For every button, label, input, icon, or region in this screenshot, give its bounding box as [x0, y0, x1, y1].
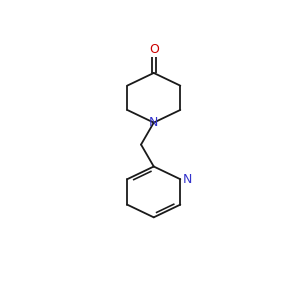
Text: N: N	[183, 173, 193, 186]
Text: N: N	[149, 116, 158, 129]
Text: O: O	[149, 43, 159, 56]
